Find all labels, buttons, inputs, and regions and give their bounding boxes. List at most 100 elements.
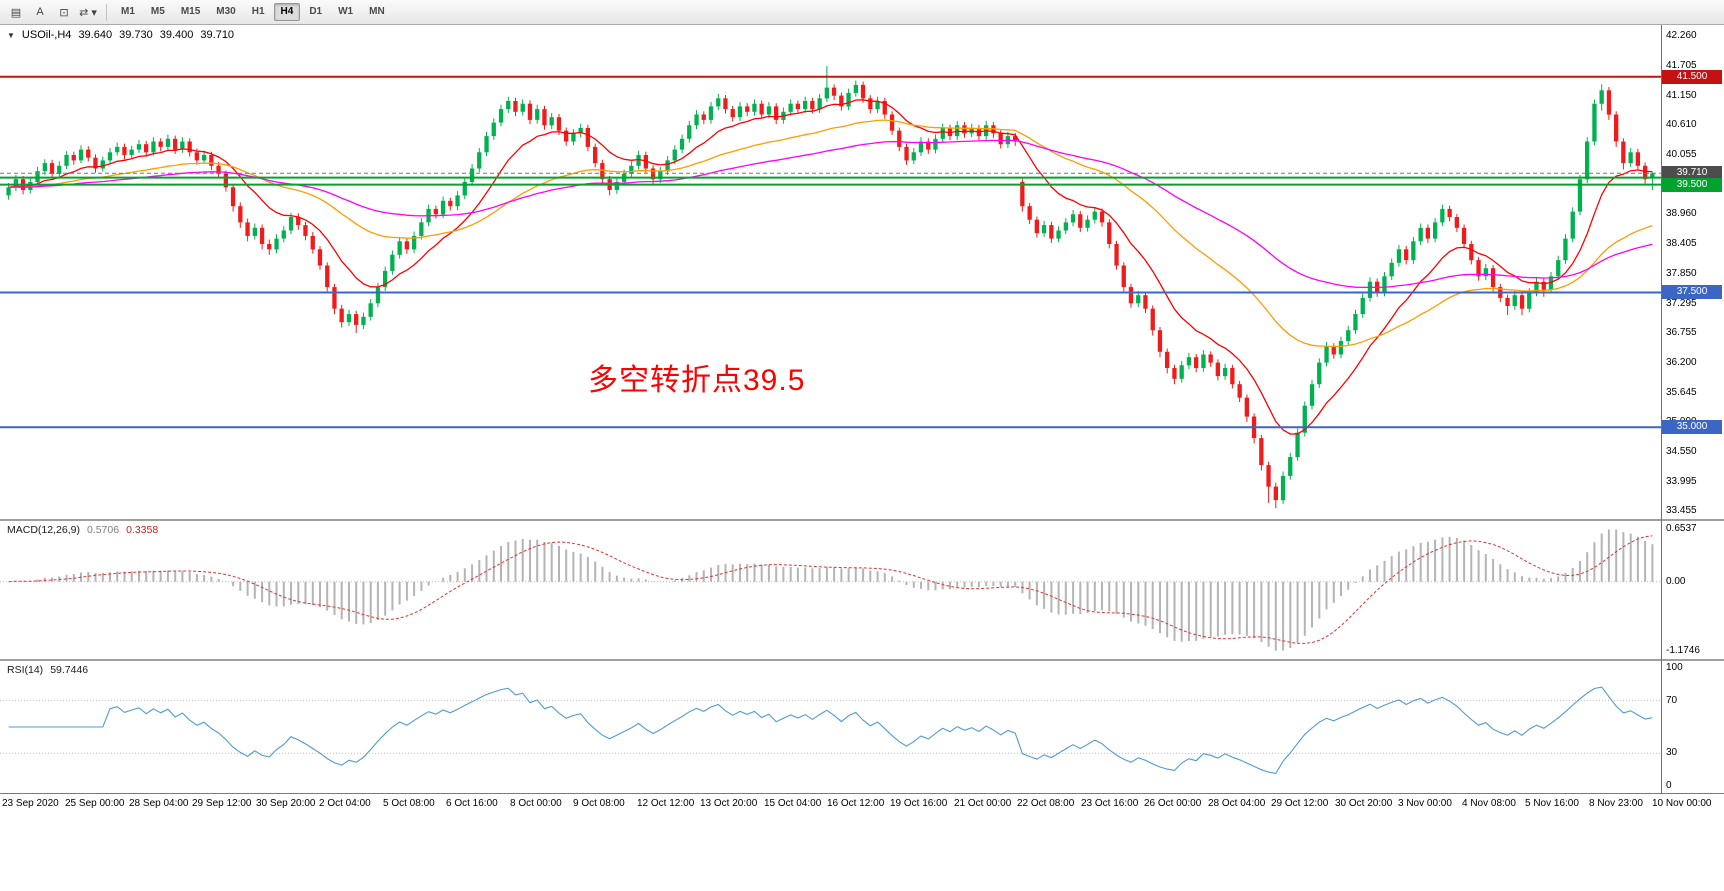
candlestick-layer [6, 66, 1655, 509]
time-label-1: 25 Sep 00:00 [65, 798, 125, 809]
macd-axis-0.6537: 0.6537 [1666, 523, 1697, 534]
rsi-axis-0: 0 [1666, 780, 1672, 791]
price-badge-39.710[interactable]: 39.710 [1662, 166, 1722, 180]
timeframe-button-h4[interactable]: H4 [273, 3, 301, 21]
time-label-5: 2 Oct 04:00 [319, 798, 371, 809]
macd-axis--1.1746: -1.1746 [1666, 645, 1700, 656]
price-tick-35.645: 35.645 [1666, 387, 1697, 398]
macd-panel[interactable]: MACD(12,26,9) 0.5706 0.3358 0.6537 0.00 -1… [0, 521, 1724, 659]
price-tick-38.405: 38.405 [1666, 238, 1697, 249]
time-axis: 23 Sep 2020 25 Sep 00:00 28 Sep 04:00 29 Se… [0, 793, 1724, 815]
price-tick-37.850: 37.850 [1666, 268, 1697, 279]
macd-canvas [0, 529, 1661, 651]
collapse-icon[interactable]: ▼ [7, 30, 15, 40]
time-label-13: 16 Oct 12:00 [827, 798, 885, 809]
price-chart-canvas[interactable] [0, 25, 1724, 519]
rsi-title: RSI(14) [7, 664, 44, 676]
price-tick-33.995: 33.995 [1666, 476, 1697, 487]
time-label-26: 10 Nov 00:00 [1652, 798, 1712, 809]
rsi-panel[interactable]: RSI(14) 59.7446 100 70 30 0 [0, 661, 1724, 793]
price-badge-37.500[interactable]: 37.500 [1662, 285, 1722, 299]
time-label-3: 29 Sep 12:00 [192, 798, 252, 809]
timeframe-button-d1[interactable]: D1 [309, 6, 323, 17]
time-label-15: 21 Oct 00:00 [954, 798, 1012, 809]
rsi-axis-70: 70 [1666, 694, 1678, 706]
chart-annotation[interactable]: 多空转折点39.5 [588, 364, 806, 397]
macd-label: MACD(12,26,9) 0.5706 0.3358 [7, 524, 158, 536]
symbol-cycle-icon[interactable]: ⇄ ▾ [79, 6, 97, 19]
ohlc-open: 39.640 [78, 29, 113, 41]
price-chart-panel[interactable]: ▼ USOil-,H4 39.640 39.730 39.400 39.710 … [0, 25, 1724, 519]
rsi-axis-30: 30 [1666, 747, 1678, 759]
object-tool-icon[interactable]: ⊡ [59, 6, 69, 19]
time-label-2: 28 Sep 04:00 [129, 798, 189, 809]
time-label-19: 28 Oct 04:00 [1208, 798, 1266, 809]
price-badge-35.000[interactable]: 35.000 [1662, 420, 1722, 434]
macd-axis-0.00: 0.00 [1666, 575, 1686, 587]
price-tick-36.200: 36.200 [1666, 357, 1697, 368]
price-tick-33.455: 33.455 [1666, 505, 1697, 516]
time-label-8: 8 Oct 00:00 [510, 798, 562, 809]
macd-signal-line [8, 535, 1653, 644]
timeframe-button-mn[interactable]: MN [369, 6, 385, 17]
time-label-14: 19 Oct 16:00 [890, 798, 948, 809]
panel-splitter-1[interactable] [0, 519, 1724, 521]
ohlc-close: 39.710 [200, 29, 235, 41]
macd-main-value: 0.5706 [86, 524, 120, 536]
chart-list-icon[interactable]: ▤ [10, 6, 22, 19]
timeframe-button-h1[interactable]: H1 [251, 6, 265, 17]
time-label-22: 3 Nov 00:00 [1398, 798, 1452, 809]
timeframe-group: M1 M5 M15 M30 H1 H4 D1 W1 MN [113, 3, 393, 21]
ohlc-low: 39.400 [159, 29, 194, 41]
time-label-25: 8 Nov 23:00 [1589, 798, 1643, 809]
toolbar-icon-group: ▤ A ⊡ ⇄ ▾ [4, 3, 100, 22]
time-label-18: 26 Oct 00:00 [1144, 798, 1202, 809]
time-label-9: 9 Oct 08:00 [573, 798, 625, 809]
toolbar: ▤ A ⊡ ⇄ ▾ M1 M5 M15 M30 H1 H4 D1 W1 MN [0, 0, 1724, 25]
macd-histogram [14, 529, 1654, 651]
macd-signal-value: 0.3358 [126, 524, 159, 536]
price-tick-41.150: 41.150 [1666, 90, 1697, 101]
timeframe-button-m1[interactable]: M1 [121, 6, 135, 17]
price-badge-41.500[interactable]: 41.500 [1662, 70, 1722, 84]
ohlc-high: 39.730 [119, 29, 153, 41]
ma-line-40 [8, 119, 1653, 348]
time-label-4: 30 Sep 20:00 [256, 798, 316, 809]
ma-line-80 [8, 139, 1653, 289]
time-label-21: 30 Oct 20:00 [1335, 798, 1393, 809]
time-label-11: 13 Oct 20:00 [700, 798, 758, 809]
rsi-line [8, 686, 1653, 775]
time-label-12: 15 Oct 04:00 [764, 798, 822, 809]
price-tick-34.550: 34.550 [1666, 446, 1697, 457]
price-tick-40.610: 40.610 [1666, 119, 1697, 130]
toolbar-separator [106, 3, 107, 21]
price-tick-36.755: 36.755 [1666, 327, 1697, 338]
timeframe-button-m5[interactable]: M5 [150, 6, 165, 17]
price-tick-37.295: 37.295 [1666, 298, 1697, 309]
rsi-label: RSI(14) 59.7446 [7, 664, 88, 676]
timeframe-button-m30[interactable]: M30 [216, 6, 236, 17]
rsi-value: 59.7446 [50, 664, 89, 676]
price-tick-42.260: 42.260 [1666, 30, 1697, 41]
timeframe-button-m15[interactable]: M15 [180, 6, 201, 17]
time-label-24: 5 Nov 16:00 [1525, 798, 1579, 809]
symbol-label: ▼ USOil-,H4 39.640 39.730 39.400 39.710 [7, 29, 234, 41]
price-axis-divider [1661, 25, 1662, 793]
time-label-10: 12 Oct 12:00 [637, 798, 695, 809]
timeframe-button-w1[interactable]: W1 [338, 6, 354, 17]
text-tool-icon[interactable]: A [36, 6, 44, 18]
time-label-16: 22 Oct 08:00 [1017, 798, 1075, 809]
price-tick-40.055: 40.055 [1666, 149, 1697, 160]
macd-title: MACD(12,26,9) [7, 524, 80, 536]
panel-splitter-2[interactable] [0, 659, 1724, 661]
price-tick-38.960: 38.960 [1666, 208, 1697, 219]
time-label-17: 23 Oct 16:00 [1081, 798, 1139, 809]
time-label-6: 5 Oct 08:00 [383, 798, 435, 809]
rsi-canvas [0, 686, 1661, 775]
time-label-7: 6 Oct 16:00 [446, 798, 498, 809]
rsi-axis-100: 100 [1666, 662, 1683, 673]
time-label-20: 29 Oct 12:00 [1271, 798, 1329, 809]
time-label-0: 23 Sep 2020 [2, 798, 59, 809]
price-badge-39.500[interactable]: 39.500 [1662, 178, 1722, 192]
symbol-name: USOil-,H4 [21, 29, 72, 41]
